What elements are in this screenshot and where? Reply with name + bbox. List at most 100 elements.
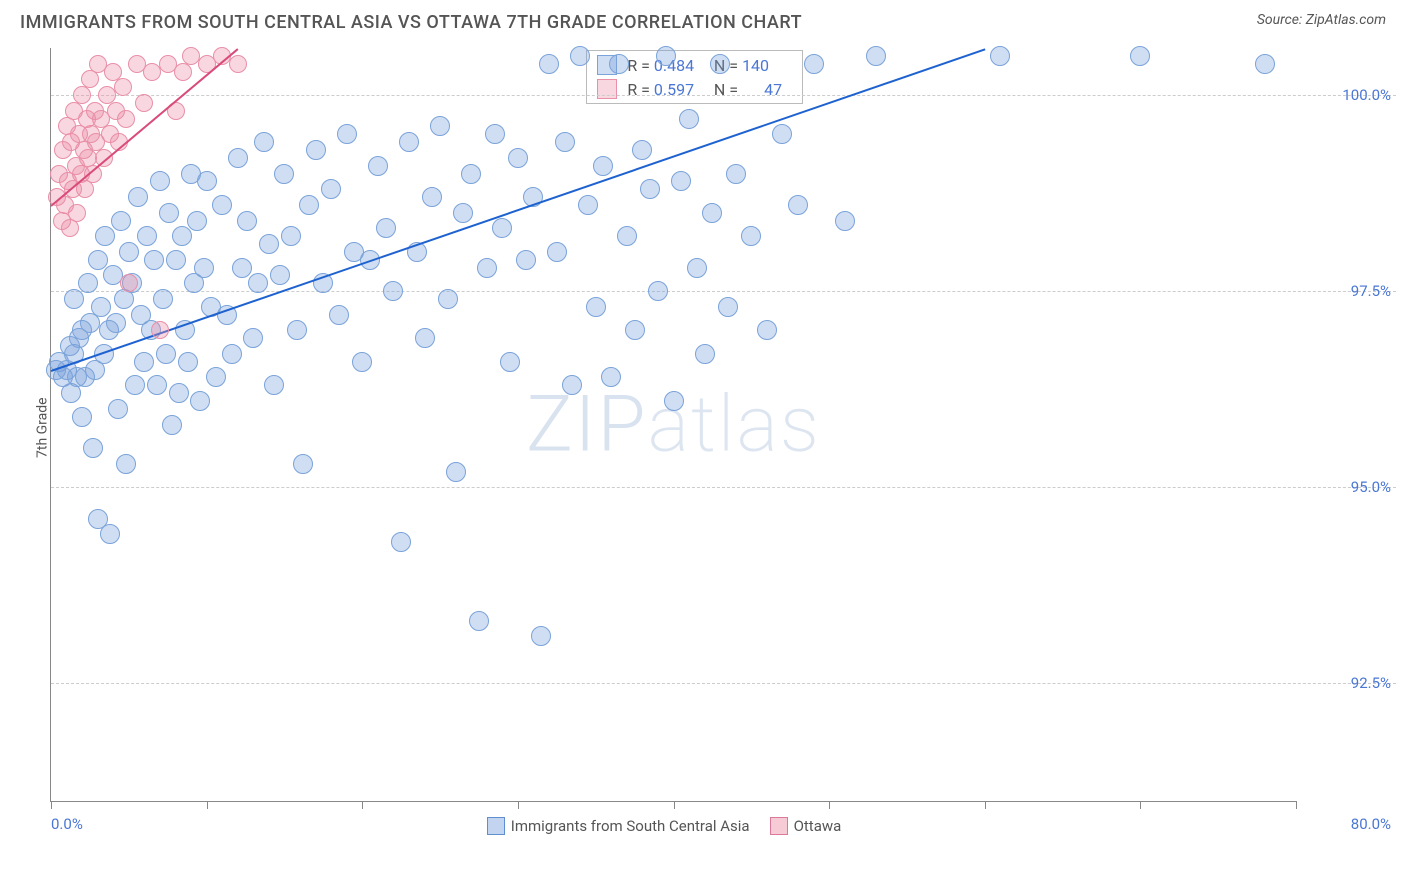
data-point (83, 438, 103, 458)
legend-item: Immigrants from South Central Asia (487, 817, 750, 835)
data-point (1255, 54, 1275, 74)
data-point (237, 211, 257, 231)
data-point (134, 352, 154, 372)
data-point (446, 462, 466, 482)
data-point (741, 226, 761, 246)
data-point (72, 407, 92, 427)
data-point (531, 626, 551, 646)
data-point (135, 94, 153, 112)
data-point (391, 532, 411, 552)
data-point (516, 250, 536, 270)
data-point (368, 156, 388, 176)
data-point (187, 211, 207, 231)
data-point (757, 320, 777, 340)
data-point (156, 344, 176, 364)
data-point (586, 297, 606, 317)
data-point (625, 320, 645, 340)
data-point (117, 110, 135, 128)
data-point (593, 156, 613, 176)
data-point (664, 391, 684, 411)
data-point (125, 375, 145, 395)
x-tick (674, 801, 675, 809)
data-point (555, 132, 575, 152)
data-point (232, 258, 252, 278)
data-point (430, 116, 450, 136)
data-point (243, 328, 263, 348)
data-point (679, 109, 699, 129)
data-point (274, 164, 294, 184)
x-tick (1140, 801, 1141, 809)
data-point (671, 171, 691, 191)
data-point (287, 320, 307, 340)
data-point (68, 204, 86, 222)
data-point (248, 273, 268, 293)
data-point (212, 195, 232, 215)
data-point (508, 148, 528, 168)
data-point (601, 367, 621, 387)
data-point (399, 132, 419, 152)
gridline (51, 683, 1396, 684)
data-point (61, 219, 79, 237)
data-point (264, 375, 284, 395)
data-point (88, 250, 108, 270)
data-point (114, 78, 132, 96)
data-point (73, 86, 91, 104)
data-point (632, 140, 652, 160)
data-point (352, 352, 372, 372)
data-point (578, 195, 598, 215)
data-point (150, 171, 170, 191)
x-tick (985, 801, 986, 809)
x-min-label: 0.0% (51, 815, 83, 833)
data-point (570, 46, 590, 66)
data-point (106, 313, 126, 333)
gridline (51, 95, 1396, 96)
data-point (656, 46, 676, 66)
data-point (153, 289, 173, 309)
data-point (772, 124, 792, 144)
data-point (804, 54, 824, 74)
data-point (866, 46, 886, 66)
data-point (137, 226, 157, 246)
data-point (166, 250, 186, 270)
data-point (648, 281, 668, 301)
data-point (91, 297, 111, 317)
data-point (259, 234, 279, 254)
data-point (702, 203, 722, 223)
chart-header: IMMIGRANTS FROM SOUTH CENTRAL ASIA VS OT… (0, 0, 1406, 41)
data-point (321, 179, 341, 199)
x-max-label: 80.0% (1351, 815, 1391, 833)
gridline (51, 487, 1396, 488)
data-point (562, 375, 582, 395)
data-point (617, 226, 637, 246)
data-point (726, 164, 746, 184)
data-point (461, 164, 481, 184)
x-tick (1296, 801, 1297, 809)
data-point (990, 46, 1010, 66)
data-point (477, 258, 497, 278)
data-point (159, 203, 179, 223)
data-point (108, 399, 128, 419)
data-point (254, 132, 274, 152)
data-point (228, 148, 248, 168)
y-tick-label: 100.0% (1342, 86, 1391, 104)
chart-source: Source: ZipAtlas.com (1257, 12, 1386, 28)
data-point (695, 344, 715, 364)
data-point (687, 258, 707, 278)
y-axis-label: 7th Grade (34, 397, 50, 458)
data-point (485, 124, 505, 144)
data-point (194, 258, 214, 278)
data-point (500, 352, 520, 372)
data-point (453, 203, 473, 223)
data-point (788, 195, 808, 215)
data-point (229, 55, 247, 73)
data-point (710, 54, 730, 74)
data-point (469, 611, 489, 631)
bottom-legend: Immigrants from South Central Asia Ottaw… (487, 817, 842, 835)
data-point (609, 54, 629, 74)
data-point (78, 273, 98, 293)
data-point (64, 289, 84, 309)
data-point (270, 265, 290, 285)
y-tick-label: 92.5% (1351, 674, 1391, 692)
data-point (120, 274, 138, 292)
data-point (640, 179, 660, 199)
